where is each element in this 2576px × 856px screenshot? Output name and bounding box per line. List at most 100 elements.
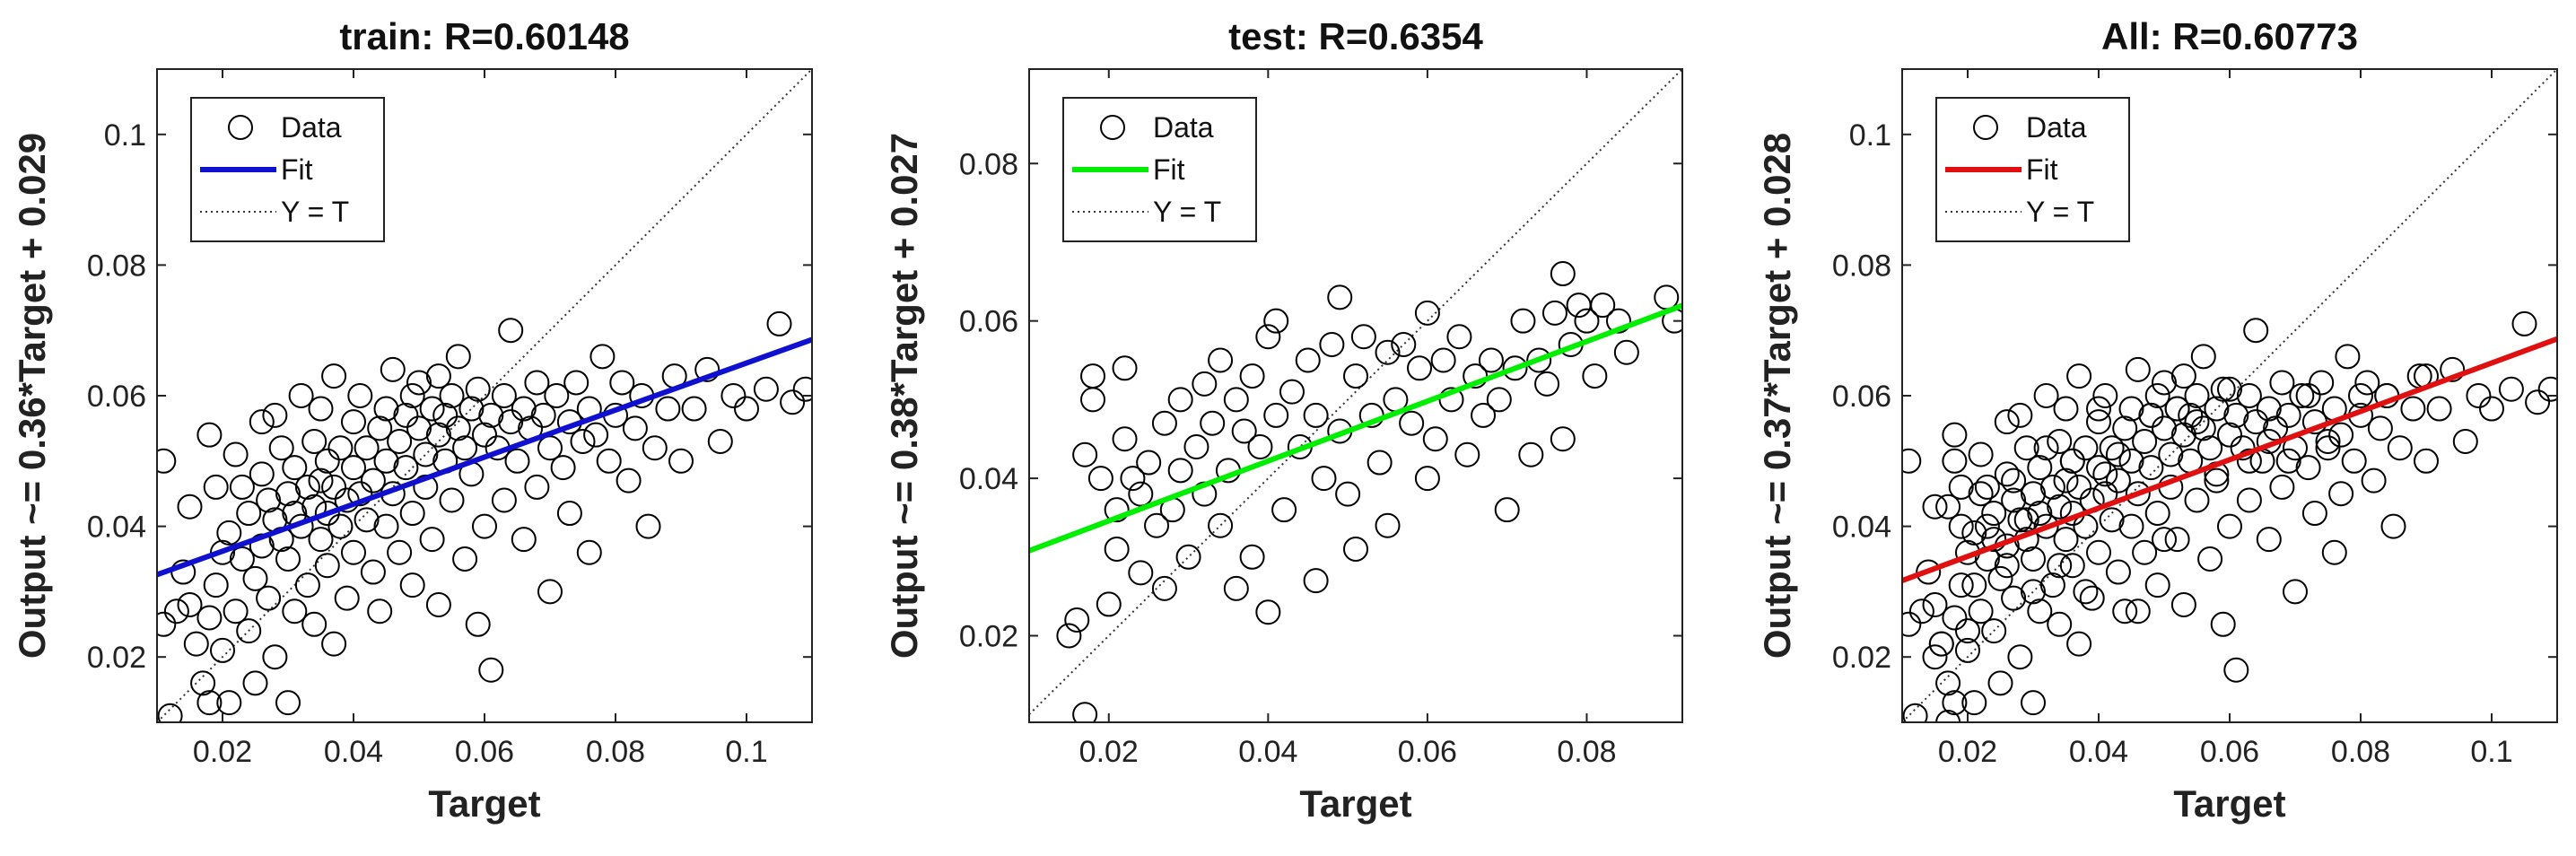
- data-point: [1430, 347, 1456, 373]
- data-point: [1928, 631, 1954, 657]
- data-point: [1399, 410, 1425, 436]
- data-point: [1128, 560, 1154, 586]
- x-tick-label: 0.04: [2069, 735, 2128, 769]
- data-point: [2112, 598, 2138, 625]
- data-point: [1922, 644, 1948, 670]
- data-point: [1613, 339, 1639, 365]
- data-point: [354, 507, 380, 533]
- data-point: [439, 383, 465, 408]
- data-point: [2440, 356, 2466, 382]
- data-point: [1263, 308, 1289, 334]
- data-point: [294, 474, 320, 500]
- data-point: [2217, 513, 2242, 539]
- data-point: [393, 402, 419, 428]
- data-point: [2315, 435, 2341, 461]
- data-point: [275, 690, 301, 716]
- data-point: [1605, 308, 1631, 334]
- data-point: [347, 383, 373, 408]
- plot-content: [1029, 69, 1682, 722]
- data-point: [550, 455, 576, 481]
- data-point: [2144, 501, 2170, 527]
- data-point: [1263, 402, 1289, 428]
- data-point: [2269, 474, 2295, 500]
- data-point: [2223, 402, 2249, 428]
- data-point: [2328, 481, 2354, 507]
- data-point: [563, 370, 589, 396]
- data-point: [2021, 579, 2046, 605]
- identity-line: [157, 69, 812, 722]
- data-point: [478, 402, 504, 428]
- data-point: [583, 422, 609, 448]
- data-point: [2021, 546, 2046, 572]
- data-point: [2112, 415, 2138, 441]
- data-point: [609, 370, 635, 396]
- data-point: [2125, 356, 2151, 382]
- data-point: [2335, 344, 2361, 370]
- data-point: [472, 513, 497, 539]
- data-point: [1981, 618, 2007, 644]
- y-tick-label: 0.08: [959, 147, 1018, 181]
- data-point: [1200, 410, 1226, 436]
- data-point: [2400, 396, 2426, 422]
- data-point: [1056, 623, 1082, 649]
- data-point: [301, 611, 327, 637]
- data-point: [1534, 371, 1560, 397]
- data-point: [1319, 331, 1345, 357]
- legend-fit-label: Fit: [1153, 153, 1185, 186]
- data-point: [2039, 474, 2065, 500]
- data-point: [1974, 474, 2000, 500]
- data-point: [2001, 487, 2027, 513]
- data-point: [2498, 376, 2524, 402]
- data-point: [314, 501, 340, 527]
- data-point: [1350, 324, 1376, 350]
- data-point: [2217, 376, 2242, 402]
- data-point: [2099, 435, 2125, 461]
- data-point: [1922, 591, 1948, 617]
- data-point: [308, 527, 334, 553]
- data-point: [452, 546, 478, 572]
- y-axis-label: Output ~= 0.37*Target + 0.028: [1756, 133, 1798, 659]
- panel-0: 0.02 0.04 0.06 0.08 0.1 0.02 0.04 0.06 0.08 0.1 tr…: [11, 15, 813, 825]
- data-point: [1486, 387, 1512, 413]
- plot-content: [157, 69, 812, 722]
- identity-line: [1902, 69, 2557, 722]
- data-point: [1471, 402, 1497, 428]
- data-point: [354, 435, 380, 461]
- data-point: [465, 611, 491, 637]
- data-point: [203, 572, 229, 598]
- data-point: [1968, 481, 1994, 507]
- data-point: [1407, 355, 1433, 381]
- data-point: [524, 474, 550, 500]
- data-point: [1151, 575, 1177, 601]
- data-point: [622, 415, 648, 441]
- data-point: [425, 363, 451, 389]
- data-point: [2236, 487, 2262, 513]
- data-point: [288, 383, 314, 408]
- data-point: [2105, 467, 2131, 494]
- data-point: [511, 396, 537, 422]
- y-tick-label: 0.1: [104, 118, 146, 153]
- data-point: [1167, 458, 1193, 484]
- data-point: [373, 448, 399, 474]
- data-point: [373, 513, 399, 539]
- fit-line: [157, 336, 812, 578]
- data-point: [2033, 383, 2059, 408]
- y-tick-label: 0.04: [959, 462, 1018, 496]
- data-point: [216, 520, 242, 546]
- data-point: [589, 344, 616, 370]
- data-point: [766, 310, 792, 336]
- data-point: [524, 370, 550, 396]
- data-point: [347, 481, 373, 507]
- y-axis-label: Output ~= 0.36*Target + 0.029: [11, 133, 53, 659]
- data-point: [308, 396, 334, 422]
- data-point: [2269, 370, 2295, 396]
- y-tick-label: 0.02: [959, 620, 1018, 654]
- data-point: [432, 402, 458, 428]
- data-point: [2197, 546, 2223, 572]
- data-point: [1942, 605, 1968, 631]
- data-point: [491, 383, 517, 408]
- data-point: [1478, 347, 1504, 373]
- data-point: [177, 591, 203, 617]
- data-point: [2132, 428, 2158, 454]
- data-point: [301, 428, 327, 454]
